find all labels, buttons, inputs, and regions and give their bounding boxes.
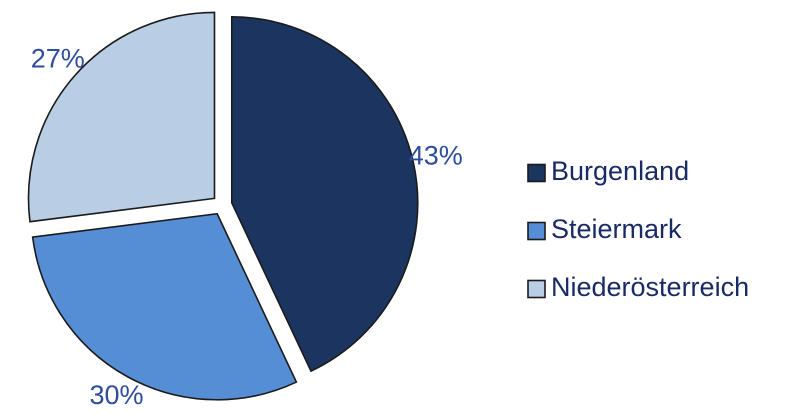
legend-label-niederosterreich: Niederösterreich bbox=[551, 272, 749, 302]
percent-label-steiermark: 30% bbox=[89, 380, 143, 410]
percent-label-niederosterreich: 27% bbox=[31, 43, 85, 73]
legend-swatch-steiermark bbox=[527, 221, 546, 241]
pie-slice-niederosterreich bbox=[27, 11, 216, 223]
pie-slices bbox=[27, 11, 419, 401]
legend-label-steiermark: Steiermark bbox=[551, 214, 682, 244]
percent-labels: 43% 30% 27% bbox=[31, 43, 463, 410]
legend-swatch-niederosterreich bbox=[527, 279, 546, 299]
percent-label-burgenland: 43% bbox=[409, 140, 463, 170]
legend-label-burgenland: Burgenland bbox=[551, 156, 689, 186]
legend: Burgenland Steiermark Niederösterreich bbox=[527, 156, 749, 302]
legend-swatch-burgenland bbox=[527, 163, 546, 183]
pie-slice-burgenland bbox=[230, 16, 419, 373]
pie-slice-steiermark bbox=[31, 212, 298, 401]
